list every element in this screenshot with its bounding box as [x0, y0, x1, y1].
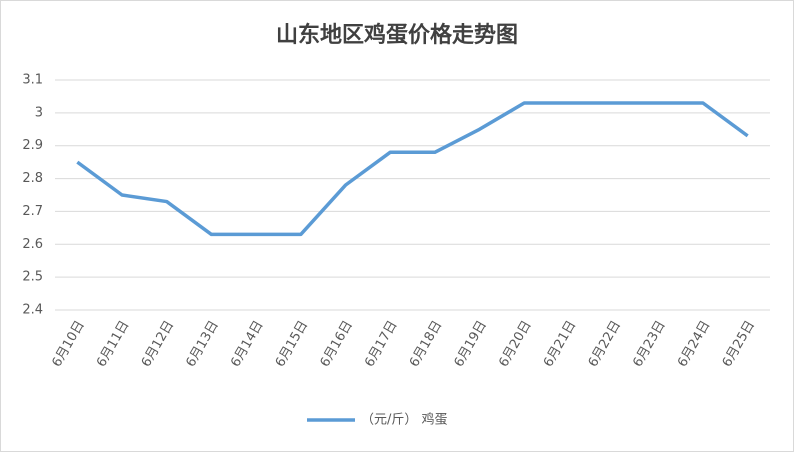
- chart-title: 山东地区鸡蛋价格走势图: [276, 22, 518, 48]
- y-tick-label: 3.1: [22, 73, 43, 88]
- y-tick-label: 2.6: [22, 237, 43, 252]
- y-tick-label: 2.9: [22, 138, 43, 153]
- y-tick-label: 2.7: [22, 204, 43, 219]
- y-tick-label: 2.8: [22, 171, 43, 186]
- y-tick-label: 2.4: [22, 303, 43, 318]
- legend-label: （元/斤） 鸡蛋: [361, 412, 448, 428]
- line-series: [76, 101, 749, 237]
- y-tick-label: 2.5: [22, 270, 43, 285]
- y-tick-label: 3: [35, 105, 43, 120]
